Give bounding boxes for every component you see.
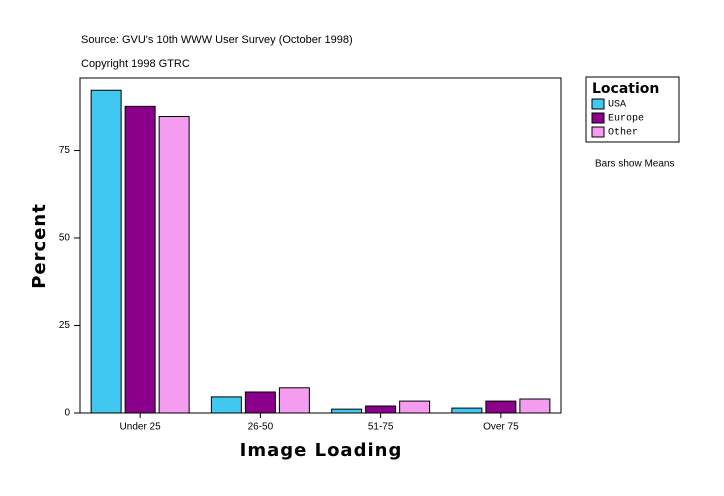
y-axis-label: Percent xyxy=(29,203,50,289)
x-tick-label: 26-50 xyxy=(248,422,274,433)
note: Bars show Means xyxy=(595,159,674,170)
bar xyxy=(244,391,276,414)
legend-label: Europe xyxy=(608,114,644,125)
x-tick-label: Over 75 xyxy=(483,422,519,433)
legend-title: Location xyxy=(592,81,659,97)
y-tick-label: 75 xyxy=(59,145,71,156)
x-tick-label: 51-75 xyxy=(368,422,394,433)
bar xyxy=(278,387,310,414)
bar xyxy=(210,396,242,414)
bar xyxy=(331,408,363,414)
chart-subtitle: Copyright 1998 GTRC xyxy=(81,58,190,70)
y-tick-label: 0 xyxy=(64,408,70,419)
legend-swatch xyxy=(591,98,605,110)
plot-frame xyxy=(79,77,562,414)
x-axis-label: Image Loading xyxy=(240,440,403,461)
bar xyxy=(451,407,483,414)
y-tick-label: 25 xyxy=(59,320,71,331)
bar xyxy=(485,400,517,414)
legend-swatch xyxy=(591,126,605,138)
y-tick-label: 50 xyxy=(59,233,71,244)
legend-label: USA xyxy=(608,100,626,111)
bar xyxy=(158,116,190,414)
bar xyxy=(365,405,397,414)
bar xyxy=(519,398,551,414)
chart-title: Source: GVU's 10th WWW User Survey (Octo… xyxy=(81,34,353,46)
x-tick-label: Under 25 xyxy=(120,422,162,433)
bar xyxy=(399,400,431,414)
legend-label: Other xyxy=(608,127,638,139)
bar xyxy=(124,105,156,414)
legend-swatch xyxy=(591,112,605,124)
bar xyxy=(90,89,122,414)
